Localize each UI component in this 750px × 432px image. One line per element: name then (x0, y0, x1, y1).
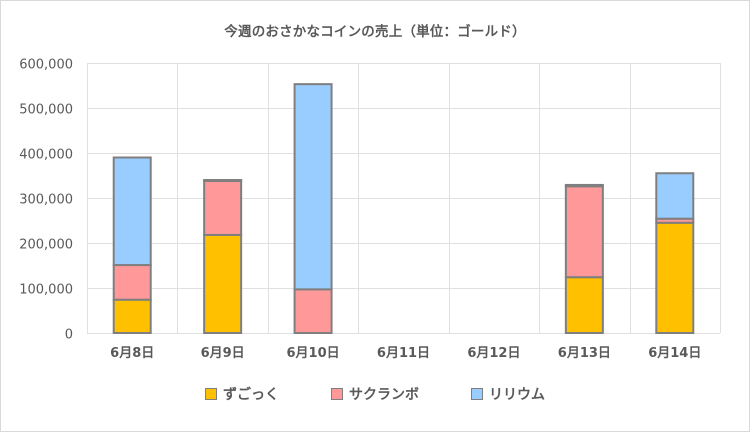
x-tick-label: 6月14日 (648, 346, 701, 361)
x-tick-label: 6月12日 (467, 346, 520, 361)
y-tick-label: 200,000 (19, 238, 73, 253)
bar-segment (112, 298, 152, 335)
x-tick-label: 6月8日 (110, 346, 154, 361)
legend-label: ずごっく (223, 387, 279, 403)
bars (112, 83, 695, 335)
legend-item: サクランボ (331, 384, 419, 404)
y-tick-label: 400,000 (19, 148, 73, 163)
y-axis: 0 100,000 200,000 300,000 400,000 500,000 600,… (19, 58, 73, 343)
legend-label: リリウム (489, 387, 545, 403)
bar-segment (564, 183, 604, 188)
y-tick-label: 300,000 (19, 193, 73, 208)
bar-segment (293, 83, 333, 291)
bar-segment (293, 288, 333, 335)
bar-segment (203, 233, 243, 334)
y-tick-label: 100,000 (19, 283, 73, 298)
legend: ずごっく サクランボ リリウム (0, 384, 750, 404)
bar-segment (564, 185, 604, 279)
bar-segment (564, 276, 604, 335)
legend-swatch-icon (471, 388, 483, 400)
y-tick-label: 0 (65, 328, 73, 343)
x-tick-label: 6月11日 (377, 346, 430, 361)
gridlines (87, 63, 721, 334)
x-tick-label: 6月13日 (558, 346, 611, 361)
x-tick-label: 6月9日 (201, 346, 245, 361)
bar-segment (203, 179, 243, 182)
y-tick-label: 500,000 (19, 103, 73, 118)
legend-swatch-icon (331, 388, 343, 400)
legend-item: ずごっく (205, 384, 279, 404)
bar-segment (203, 179, 243, 236)
bar-segment (112, 264, 152, 301)
y-tick-label: 600,000 (19, 58, 73, 73)
bar-segment (655, 221, 695, 334)
chart-title: 今週のおさかなコインの売上（単位：ゴールド） (224, 24, 526, 40)
legend-label: サクランボ (349, 387, 419, 403)
legend-swatch-icon (205, 388, 217, 400)
x-axis: 6月8日 6月9日 6月10日 6月11日 6月12日 6月13日 6月14日 (110, 346, 701, 361)
bar-segment (112, 156, 152, 267)
bar-segment (655, 172, 695, 220)
x-tick-label: 6月10日 (287, 346, 340, 361)
legend-item: リリウム (471, 384, 545, 404)
